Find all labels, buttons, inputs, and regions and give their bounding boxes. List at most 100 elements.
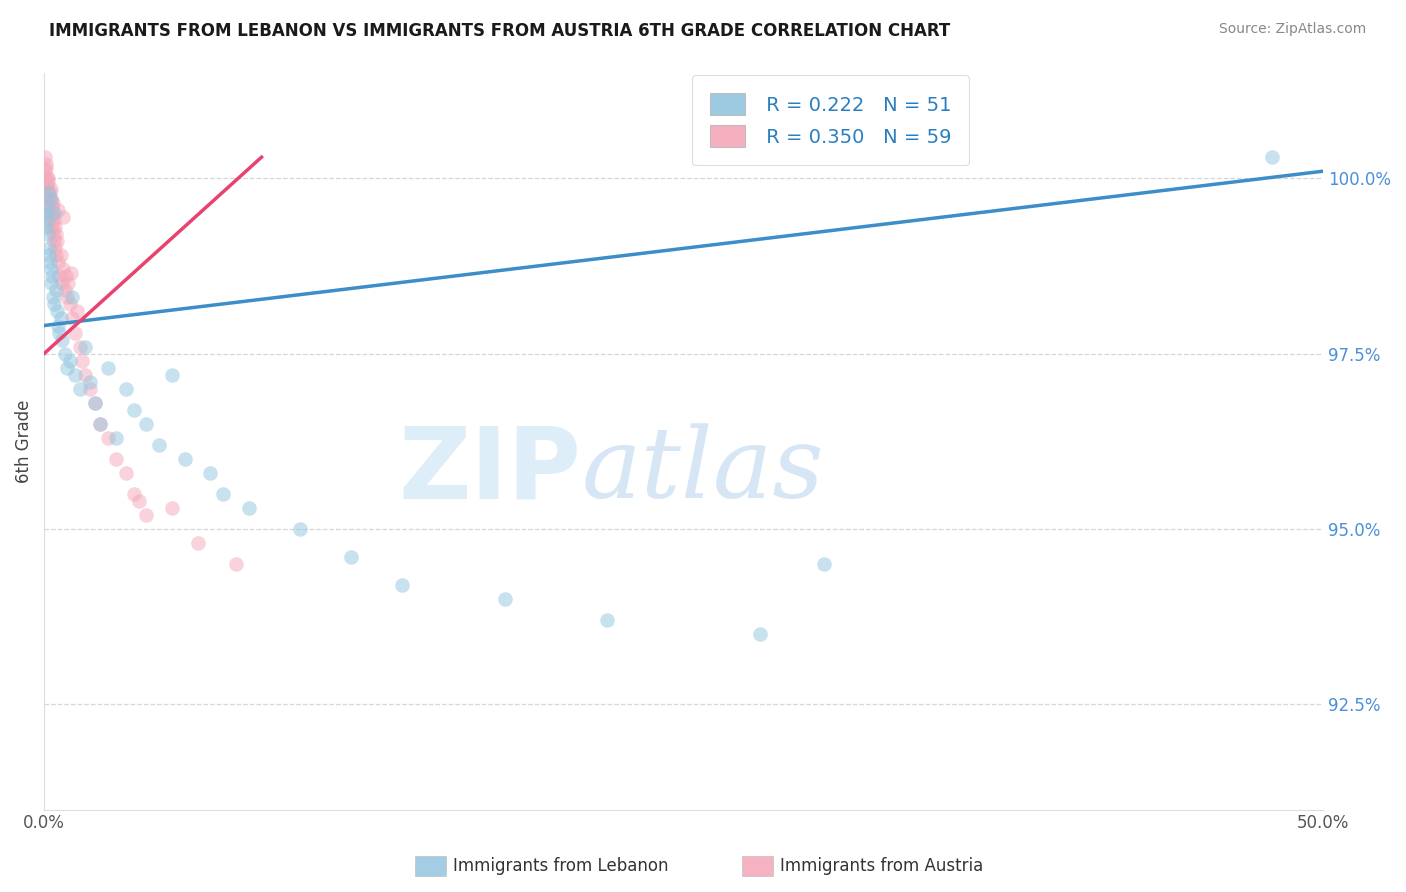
- Point: [69, 382, 91, 396]
- Point: [35, 199, 58, 213]
- Point: [44, 235, 66, 249]
- Point: [42, 213, 65, 227]
- Point: [56, 360, 79, 375]
- Point: [225, 557, 247, 571]
- Point: [41, 269, 63, 284]
- Point: [41, 199, 63, 213]
- Point: [37, 171, 59, 186]
- Point: [39, 206, 62, 220]
- Point: [35, 157, 58, 171]
- Point: [79, 382, 101, 396]
- Point: [69, 340, 91, 354]
- Point: [73, 368, 96, 382]
- Point: [122, 402, 145, 417]
- Point: [66, 304, 89, 318]
- Point: [48, 269, 70, 284]
- Point: [160, 368, 183, 382]
- Text: Immigrants from Lebanon: Immigrants from Lebanon: [453, 857, 668, 875]
- Point: [212, 487, 235, 501]
- Point: [46, 255, 69, 269]
- Point: [45, 248, 67, 262]
- Point: [160, 500, 183, 515]
- Point: [48, 326, 70, 340]
- Point: [135, 417, 157, 431]
- Point: [60, 290, 83, 304]
- Point: [494, 592, 516, 607]
- Point: [52, 262, 75, 277]
- Point: [200, 466, 222, 480]
- Point: [89, 417, 111, 431]
- Point: [148, 438, 170, 452]
- Point: [72, 353, 94, 368]
- Point: [288, 522, 311, 536]
- Point: [39, 192, 62, 206]
- Point: [51, 277, 73, 291]
- Point: [128, 494, 150, 508]
- Point: [391, 578, 413, 592]
- Point: [49, 311, 72, 326]
- Point: [39, 262, 62, 277]
- Point: [35, 171, 58, 186]
- Point: [73, 340, 96, 354]
- Point: [58, 277, 80, 291]
- Point: [37, 175, 59, 189]
- Text: atlas: atlas: [581, 423, 824, 518]
- Point: [34, 206, 56, 220]
- Point: [39, 182, 62, 196]
- Point: [59, 353, 82, 368]
- Point: [115, 382, 138, 396]
- Point: [44, 241, 66, 255]
- Point: [46, 318, 69, 333]
- Point: [38, 186, 60, 200]
- Point: [44, 206, 66, 220]
- Point: [41, 220, 63, 235]
- Point: [44, 297, 66, 311]
- Legend:  R = 0.222   N = 51,  R = 0.350   N = 59: R = 0.222 N = 51, R = 0.350 N = 59: [692, 75, 969, 165]
- Text: IMMIGRANTS FROM LEBANON VS IMMIGRANTS FROM AUSTRIA 6TH GRADE CORRELATION CHART: IMMIGRANTS FROM LEBANON VS IMMIGRANTS FR…: [49, 22, 950, 40]
- Point: [135, 508, 157, 522]
- Point: [45, 235, 67, 249]
- Point: [104, 431, 127, 445]
- Text: Immigrants from Austria: Immigrants from Austria: [780, 857, 984, 875]
- Point: [59, 266, 82, 280]
- Point: [38, 248, 60, 262]
- Point: [56, 290, 79, 304]
- Point: [63, 368, 86, 382]
- Point: [63, 326, 86, 340]
- Point: [38, 192, 60, 206]
- Point: [37, 186, 59, 200]
- Point: [51, 333, 73, 347]
- Point: [44, 220, 66, 235]
- Point: [42, 206, 65, 220]
- Point: [51, 210, 73, 224]
- Point: [38, 199, 60, 213]
- Point: [42, 195, 65, 210]
- Point: [749, 627, 772, 641]
- Point: [115, 466, 138, 480]
- Point: [97, 431, 120, 445]
- Point: [39, 213, 62, 227]
- Point: [42, 227, 65, 242]
- Point: [79, 375, 101, 389]
- Point: [37, 213, 59, 227]
- Point: [104, 451, 127, 466]
- Text: ZIP: ZIP: [398, 422, 581, 519]
- Point: [37, 178, 59, 193]
- Point: [49, 248, 72, 262]
- Point: [46, 202, 69, 217]
- Point: [340, 549, 363, 564]
- Point: [238, 500, 260, 515]
- Point: [1261, 150, 1284, 164]
- Point: [60, 311, 83, 326]
- Point: [596, 613, 619, 627]
- Point: [39, 192, 62, 206]
- Point: [35, 220, 58, 235]
- Point: [35, 161, 58, 175]
- Point: [53, 284, 76, 298]
- Point: [45, 227, 67, 242]
- Point: [84, 395, 107, 409]
- Point: [37, 227, 59, 242]
- Point: [38, 255, 60, 269]
- Y-axis label: 6th Grade: 6th Grade: [15, 400, 32, 483]
- Point: [122, 487, 145, 501]
